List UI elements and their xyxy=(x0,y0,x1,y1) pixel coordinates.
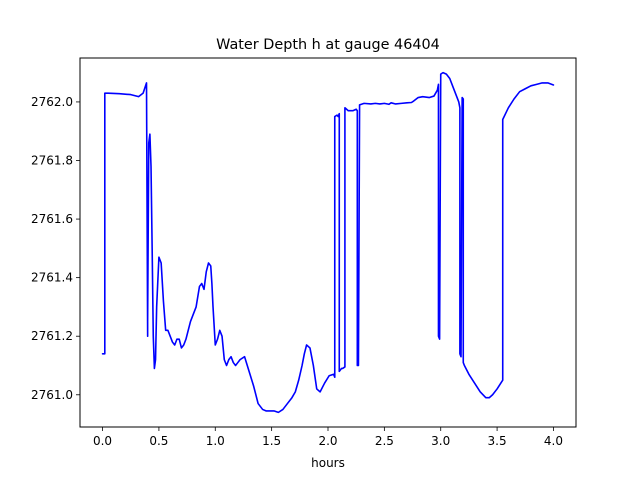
series-line-0 xyxy=(101,71,555,414)
series-layer xyxy=(101,71,555,414)
y-tick-label: 2761.2 xyxy=(31,329,73,343)
x-tick-label: 0.0 xyxy=(93,434,112,448)
y-tick-label: 2761.8 xyxy=(31,154,73,168)
x-axis: 0.0 0.5 1.0 1.5 2.0 2.5 3.0 3.5 4.0 xyxy=(93,427,563,448)
x-tick-label: 3.0 xyxy=(431,434,450,448)
axes-background xyxy=(80,58,576,427)
x-tick-label: 3.5 xyxy=(488,434,507,448)
y-tick-label: 2761.6 xyxy=(31,212,73,226)
x-tick-label: 2.0 xyxy=(318,434,337,448)
y-tick-label: 2762.0 xyxy=(31,95,73,109)
y-tick-label: 2761.0 xyxy=(31,388,73,402)
chart-title: Water Depth h at gauge 46404 xyxy=(216,37,440,53)
y-axis: 2761.0 2761.2 2761.4 2761.6 2761.8 2762.0 xyxy=(31,95,80,402)
x-tick-label: 2.5 xyxy=(375,434,394,448)
y-tick-label: 2761.4 xyxy=(31,271,73,285)
x-tick-label: 4.0 xyxy=(544,434,563,448)
plot-area xyxy=(80,58,576,427)
x-tick-label: 1.0 xyxy=(206,434,225,448)
x-tick-label: 1.5 xyxy=(262,434,281,448)
x-axis-label: hours xyxy=(311,456,345,470)
x-tick-label: 0.5 xyxy=(149,434,168,448)
